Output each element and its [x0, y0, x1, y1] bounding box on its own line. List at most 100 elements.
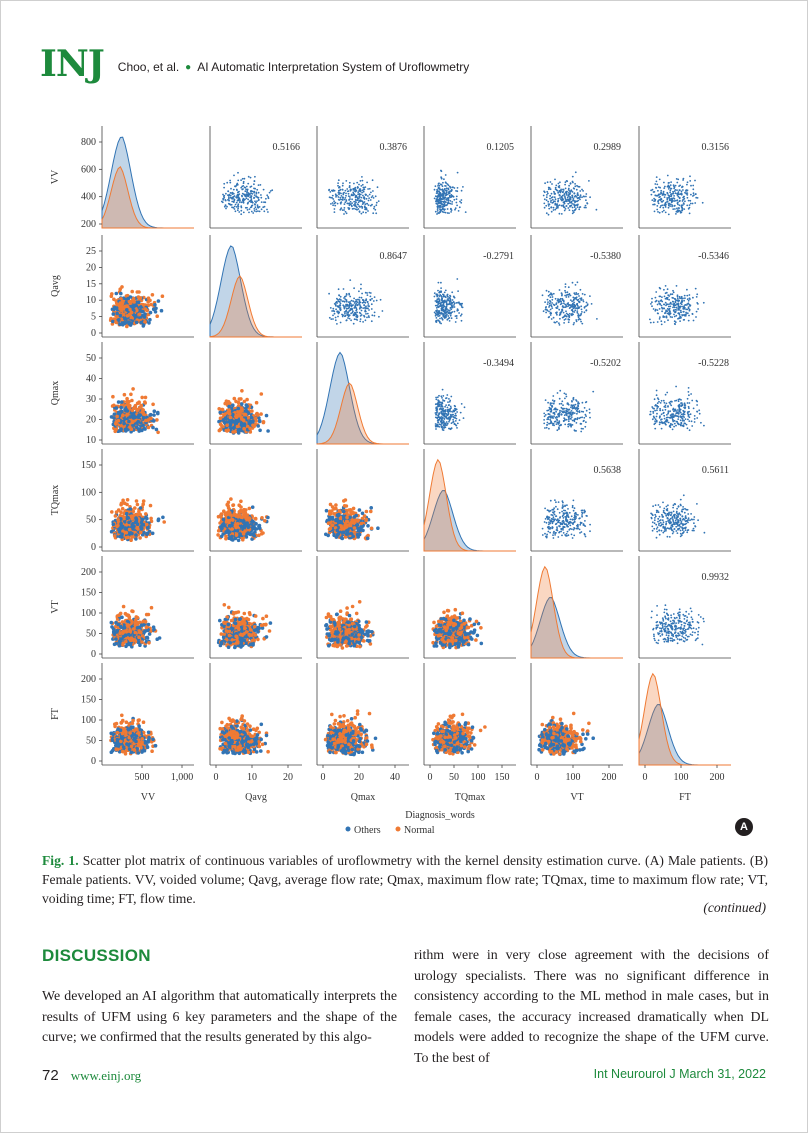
scatter-point — [544, 301, 546, 303]
scatter-point — [557, 206, 559, 209]
scatter-point — [553, 304, 556, 307]
scatter-point — [349, 203, 352, 206]
scatter-point — [654, 409, 656, 412]
scatter-point — [223, 182, 226, 185]
scatter-point — [559, 181, 561, 184]
scatter-point — [447, 401, 449, 403]
scatter-point — [655, 389, 658, 392]
scatter-point — [577, 314, 579, 317]
scatter-point — [353, 207, 355, 210]
scatter-point — [559, 197, 561, 199]
scatter-point — [444, 181, 447, 184]
scatter-point — [437, 306, 440, 309]
scatter-point — [442, 181, 444, 184]
scatter-point — [564, 187, 567, 190]
scatter-point — [441, 208, 443, 211]
scatter-point — [583, 306, 586, 308]
scatter-point — [565, 413, 567, 415]
scatter-point — [447, 201, 450, 203]
scatter-point — [339, 308, 341, 310]
scatter-point — [674, 300, 677, 303]
normal-point — [141, 502, 145, 507]
scatter-point — [435, 192, 438, 194]
scatter-point — [678, 196, 681, 199]
normal-point — [217, 407, 221, 411]
scatter-point — [689, 304, 692, 307]
scatter-point — [551, 196, 554, 198]
scatter-point — [237, 194, 240, 197]
scatter-point — [565, 315, 568, 318]
scatter-point — [554, 202, 557, 205]
scatter-point — [433, 197, 436, 200]
scatter-point — [250, 190, 253, 193]
scatter-point — [560, 406, 563, 409]
scatter-point — [652, 415, 655, 418]
scatter-point — [439, 317, 441, 320]
subplot-qavg-tqmax: -0.2791 — [423, 235, 516, 338]
correlation-value: -0.5380 — [590, 251, 621, 262]
scatter-point — [341, 196, 344, 199]
scatter-point — [236, 194, 239, 197]
scatter-point — [569, 201, 572, 204]
scatter-point — [582, 420, 585, 423]
scatter-point — [433, 188, 436, 191]
others-point — [231, 412, 235, 417]
scatter-point — [253, 203, 256, 205]
scatter-point — [573, 418, 576, 421]
scatter-point — [441, 422, 443, 425]
scatter-point — [461, 302, 463, 305]
scatter-point — [576, 310, 579, 312]
scatter-point — [686, 189, 689, 192]
scatter-point — [247, 198, 250, 201]
scatter-point — [459, 411, 462, 414]
scatter-point — [365, 305, 367, 308]
scatter-point — [442, 295, 445, 298]
scatter-point — [677, 305, 680, 308]
scatter-point — [444, 185, 446, 187]
others-point — [132, 303, 136, 308]
scatter-point — [674, 415, 677, 417]
scatter-point — [267, 197, 270, 200]
scatter-point — [234, 185, 236, 188]
scatter-point — [342, 288, 345, 290]
scatter-point — [564, 314, 566, 317]
scatter-point — [654, 420, 656, 423]
scatter-point — [676, 297, 679, 300]
normal-point — [116, 508, 121, 512]
scatter-point — [441, 428, 444, 431]
scatter-point — [223, 194, 226, 197]
scatter-point — [571, 400, 573, 403]
scatter-point — [581, 416, 583, 419]
scatter-point — [357, 193, 359, 196]
scatter-point — [439, 416, 441, 419]
scatter-point — [574, 284, 577, 286]
normal-point — [160, 294, 165, 298]
scatter-point — [570, 410, 573, 412]
scatter-point — [442, 309, 445, 312]
others-point — [117, 318, 121, 322]
scatter-point — [667, 405, 669, 407]
others-point — [239, 423, 244, 427]
scatter-point — [568, 408, 571, 411]
scatter-point — [440, 295, 443, 297]
scatter-point — [442, 294, 445, 296]
scatter-point — [441, 416, 444, 419]
scatter-point — [445, 415, 447, 418]
scatter-point — [551, 183, 553, 185]
scatter-point — [255, 192, 258, 195]
scatter-point — [434, 185, 437, 188]
others-point — [141, 423, 145, 428]
scatter-point — [659, 206, 662, 209]
normal-point — [129, 514, 134, 518]
scatter-point — [572, 310, 574, 313]
scatter-point — [438, 300, 441, 302]
scatter-point — [460, 189, 463, 192]
others-point — [119, 409, 124, 414]
normal-point — [115, 302, 119, 307]
scatter-point — [549, 296, 552, 299]
scatter-point — [666, 185, 669, 188]
subplot-qavg-vt: -0.5380 — [530, 235, 623, 338]
scatter-point — [343, 207, 346, 209]
normal-point — [143, 307, 148, 311]
scatter-point — [667, 411, 670, 414]
